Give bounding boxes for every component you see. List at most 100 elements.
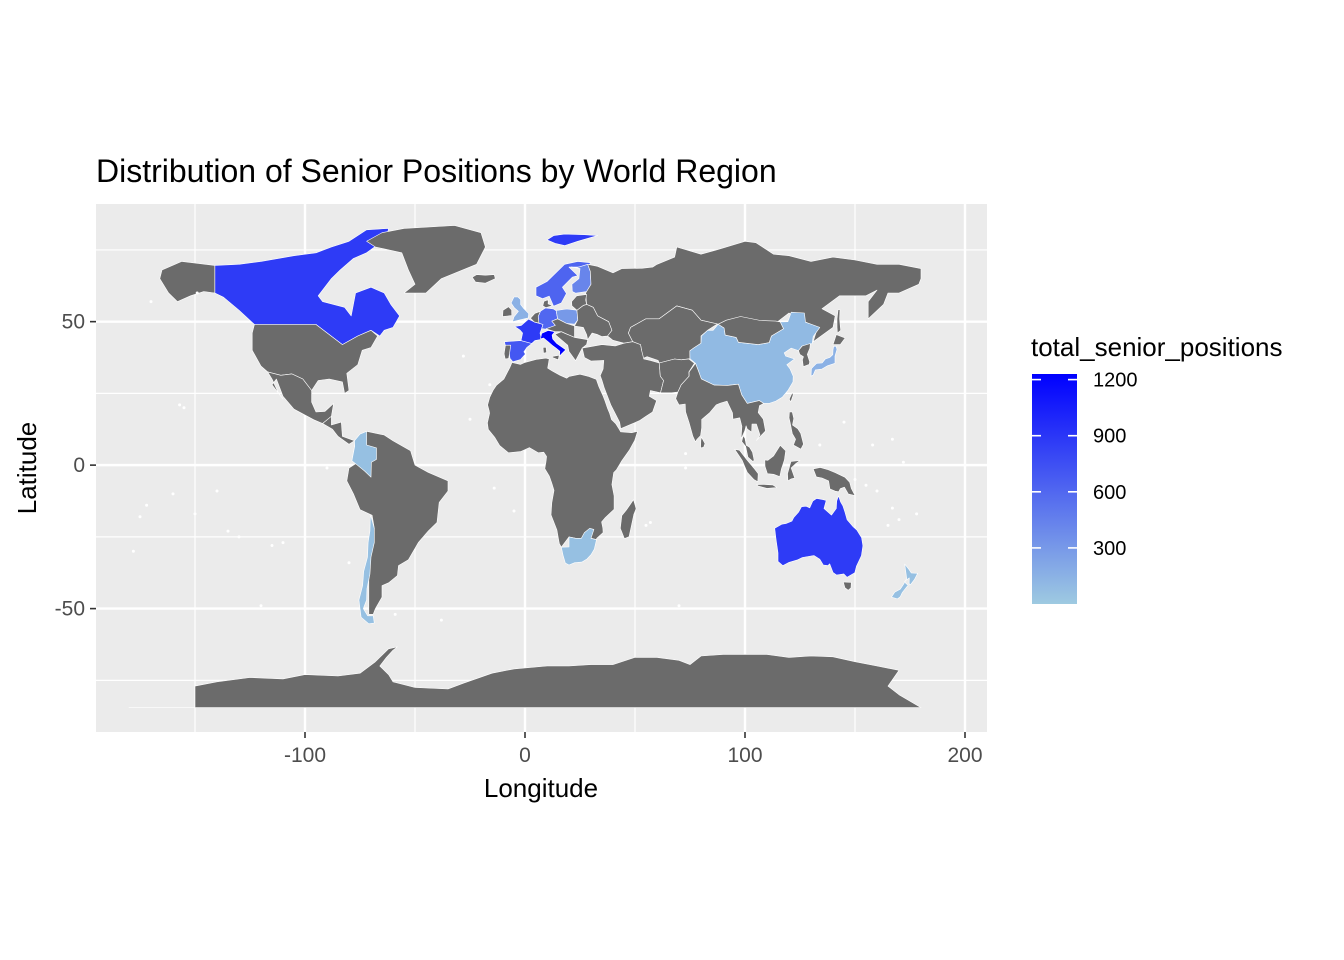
island-dot: [842, 420, 846, 424]
chart-title: Distribution of Senior Positions by Worl…: [96, 153, 777, 189]
island-dot: [178, 403, 182, 407]
country-korea: [798, 343, 811, 368]
y-axis-title: Latitude: [12, 422, 42, 515]
island-dot: [875, 489, 879, 493]
country-new-guinea: [812, 467, 856, 496]
legend-label: 900: [1093, 426, 1126, 448]
country-java: [756, 484, 778, 489]
country-norway-sweden: [535, 261, 592, 307]
island-dot: [195, 291, 199, 295]
country-chile: [358, 514, 375, 625]
island-dot: [871, 443, 875, 447]
island-dot: [684, 452, 688, 456]
country-africa: [487, 357, 638, 548]
island-dot: [149, 300, 153, 304]
island-dot: [393, 612, 397, 616]
country-antarctica: [128, 646, 922, 708]
legend-label: 600: [1093, 482, 1126, 504]
country-south-africa: [560, 527, 597, 566]
x-tick-label: 0: [519, 744, 531, 767]
island-dot: [171, 492, 175, 496]
country-sakhalin: [836, 309, 842, 334]
country-svalbard: [546, 233, 598, 246]
island-dot: [439, 618, 443, 622]
country-colombia: [351, 430, 377, 478]
y-tick-label: 0: [73, 454, 85, 477]
island-dot: [270, 543, 274, 547]
y-tick-label: 50: [62, 311, 85, 334]
legend-title: total_senior_positions: [1031, 332, 1283, 362]
island-dot: [677, 604, 681, 608]
country-madagascar: [619, 499, 637, 539]
country-iceland: [471, 274, 496, 284]
country-sulawesi: [787, 460, 801, 482]
country-philippines: [788, 411, 804, 450]
legend-label: 1200: [1093, 370, 1138, 392]
island-dot: [468, 417, 472, 421]
island-dot: [890, 437, 894, 441]
y-tick-label: -50: [55, 598, 85, 621]
island-dot: [915, 512, 919, 516]
island-dot: [864, 483, 868, 487]
island-dot: [226, 529, 230, 533]
island-dot: [215, 489, 219, 493]
country-australia: [774, 495, 864, 578]
country-central-asia: [625, 305, 718, 364]
island-dot: [259, 604, 263, 608]
country-taiwan: [788, 392, 794, 403]
island-dot: [897, 518, 901, 522]
country-mongolia: [717, 316, 784, 345]
color-legend: total_senior_positions 300 600 900 1200: [1031, 332, 1283, 604]
country-baltics: [571, 294, 587, 311]
country-portugal: [503, 344, 512, 360]
x-axis: -100 0 100 200: [284, 732, 983, 767]
country-sicily: [551, 354, 560, 361]
island-dot: [281, 541, 285, 545]
y-axis: -50 0 50: [55, 311, 96, 621]
country-sumatra: [734, 448, 759, 483]
x-tick-label: -100: [284, 744, 326, 767]
country-balkans: [554, 331, 589, 362]
country-sardinia: [542, 346, 547, 354]
country-tasmania: [842, 581, 852, 591]
x-tick-label: 200: [947, 744, 982, 767]
island-dot: [138, 515, 142, 519]
island-dot: [182, 406, 186, 410]
island-dot: [461, 354, 465, 358]
island-dot: [648, 521, 652, 525]
island-dot: [492, 486, 496, 490]
legend-label: 300: [1093, 538, 1126, 560]
country-japan: [810, 345, 838, 377]
island-dot: [145, 503, 149, 507]
country-hokkaido: [832, 334, 846, 345]
island-dot: [512, 509, 516, 513]
island-dot: [886, 523, 890, 527]
country-sri-lanka: [700, 436, 706, 449]
legend-colorbar: [1032, 374, 1077, 604]
island-dot: [325, 466, 329, 470]
country-ireland: [502, 306, 513, 317]
island-dots: [131, 291, 919, 622]
country-united-states: [251, 324, 378, 394]
island-dot: [193, 512, 197, 516]
island-dot: [488, 383, 492, 387]
country-new-zealand: [891, 563, 919, 600]
country-middle-east: [581, 341, 664, 430]
x-tick-label: 100: [727, 744, 762, 767]
island-dot: [131, 549, 135, 553]
country-polygons: [128, 225, 922, 708]
country-central-america: [322, 415, 355, 445]
country-malay-peninsula: [741, 435, 755, 462]
island-dot: [853, 477, 857, 481]
island-dot: [818, 443, 822, 447]
island-dot: [347, 561, 351, 565]
island-dot: [890, 506, 894, 510]
country-benelux: [530, 310, 541, 324]
island-dot: [901, 460, 905, 464]
island-dot: [237, 535, 241, 539]
country-italy: [540, 330, 567, 357]
country-united-kingdom: [510, 296, 530, 323]
x-axis-title: Longitude: [484, 773, 598, 803]
country-greenland: [366, 225, 486, 294]
